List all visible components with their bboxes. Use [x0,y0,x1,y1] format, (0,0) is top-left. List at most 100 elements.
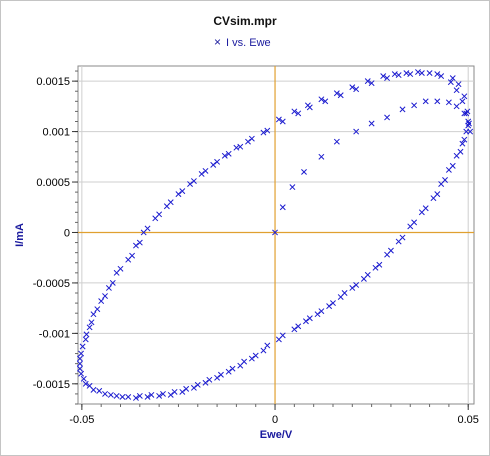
data-point [78,370,85,377]
chart-legend: × I vs. Ewe [214,35,271,49]
data-point [322,98,329,105]
data-point [372,264,379,271]
data-point [407,71,414,78]
data-point [407,223,414,230]
data-point [94,306,101,313]
y-tick-label: -0.0005 [33,278,70,290]
data-point [295,323,302,330]
data-point [171,388,178,395]
data-point [395,238,402,245]
data-point [237,143,244,150]
data-point [376,261,383,268]
data-point [438,181,445,188]
data-point [295,110,302,117]
data-point [422,98,429,105]
data-point [156,392,163,399]
data-point [438,73,445,80]
data-point [459,140,466,147]
data-point [434,98,441,105]
data-point [187,181,193,188]
data-point [289,184,296,191]
data-point [136,392,143,399]
legend-marker-icon: × [214,35,222,49]
data-point [210,161,217,168]
data-point [399,106,406,113]
data-point [333,90,340,97]
data-point [217,371,224,378]
data-point [190,178,197,184]
data-point [291,326,298,333]
data-point [449,75,456,82]
data-point [434,71,441,78]
data-point [76,355,83,362]
data-point [333,138,340,145]
data-point [318,153,325,160]
data-point [144,225,151,232]
data-point [326,303,333,310]
data-point [98,298,105,305]
data-point [225,368,232,375]
data-point [82,380,89,387]
data-point [248,135,255,142]
data-point [260,347,267,354]
data-point [229,365,236,372]
data-point [465,122,472,129]
data-point [349,285,356,291]
data-point [117,265,124,272]
data-point [156,211,163,218]
data-point [447,79,454,86]
data-point [202,167,209,174]
data-point [318,308,325,315]
data-point [384,114,391,121]
data-point [411,102,418,109]
y-tick-label: 0.0015 [36,76,70,88]
data-point [214,158,221,165]
data-point [364,78,371,85]
data-point [384,251,391,258]
data-point [368,80,375,87]
data-point [461,110,468,117]
data-point [275,116,282,123]
data-point [80,375,87,382]
data-point [88,319,95,326]
data-point [395,72,402,79]
data-point [175,191,182,198]
data-point [453,103,460,110]
data-point [160,390,166,397]
data-point [102,293,108,299]
data-point [353,128,360,135]
data-point [183,385,190,392]
y-tick-label: 0.0005 [36,177,70,189]
data-point [109,279,116,286]
data-point [129,252,136,259]
data-point [418,70,425,77]
data-point [337,294,344,301]
data-point [302,318,309,325]
data-point [279,118,286,125]
data-point [353,86,360,93]
x-tick-label: 0.05 [457,414,478,426]
data-point [453,87,460,94]
data-point [430,195,437,202]
data-point [76,365,83,372]
data-point [353,281,360,288]
data-point [306,104,313,111]
data-point [125,393,132,400]
data-point [90,311,97,318]
y-tick-label: -0.0015 [33,379,70,391]
data-point [245,138,251,145]
data-point [76,360,83,367]
data-point [194,381,201,388]
data-point [461,136,468,143]
data-point [221,152,228,159]
data-point [86,324,93,331]
data-point [275,336,282,343]
data-point [384,75,391,82]
data-point [455,81,462,88]
data-point [179,188,186,195]
data-point [144,393,151,400]
data-point [202,379,209,386]
data-point [418,209,425,216]
data-point [206,376,213,383]
